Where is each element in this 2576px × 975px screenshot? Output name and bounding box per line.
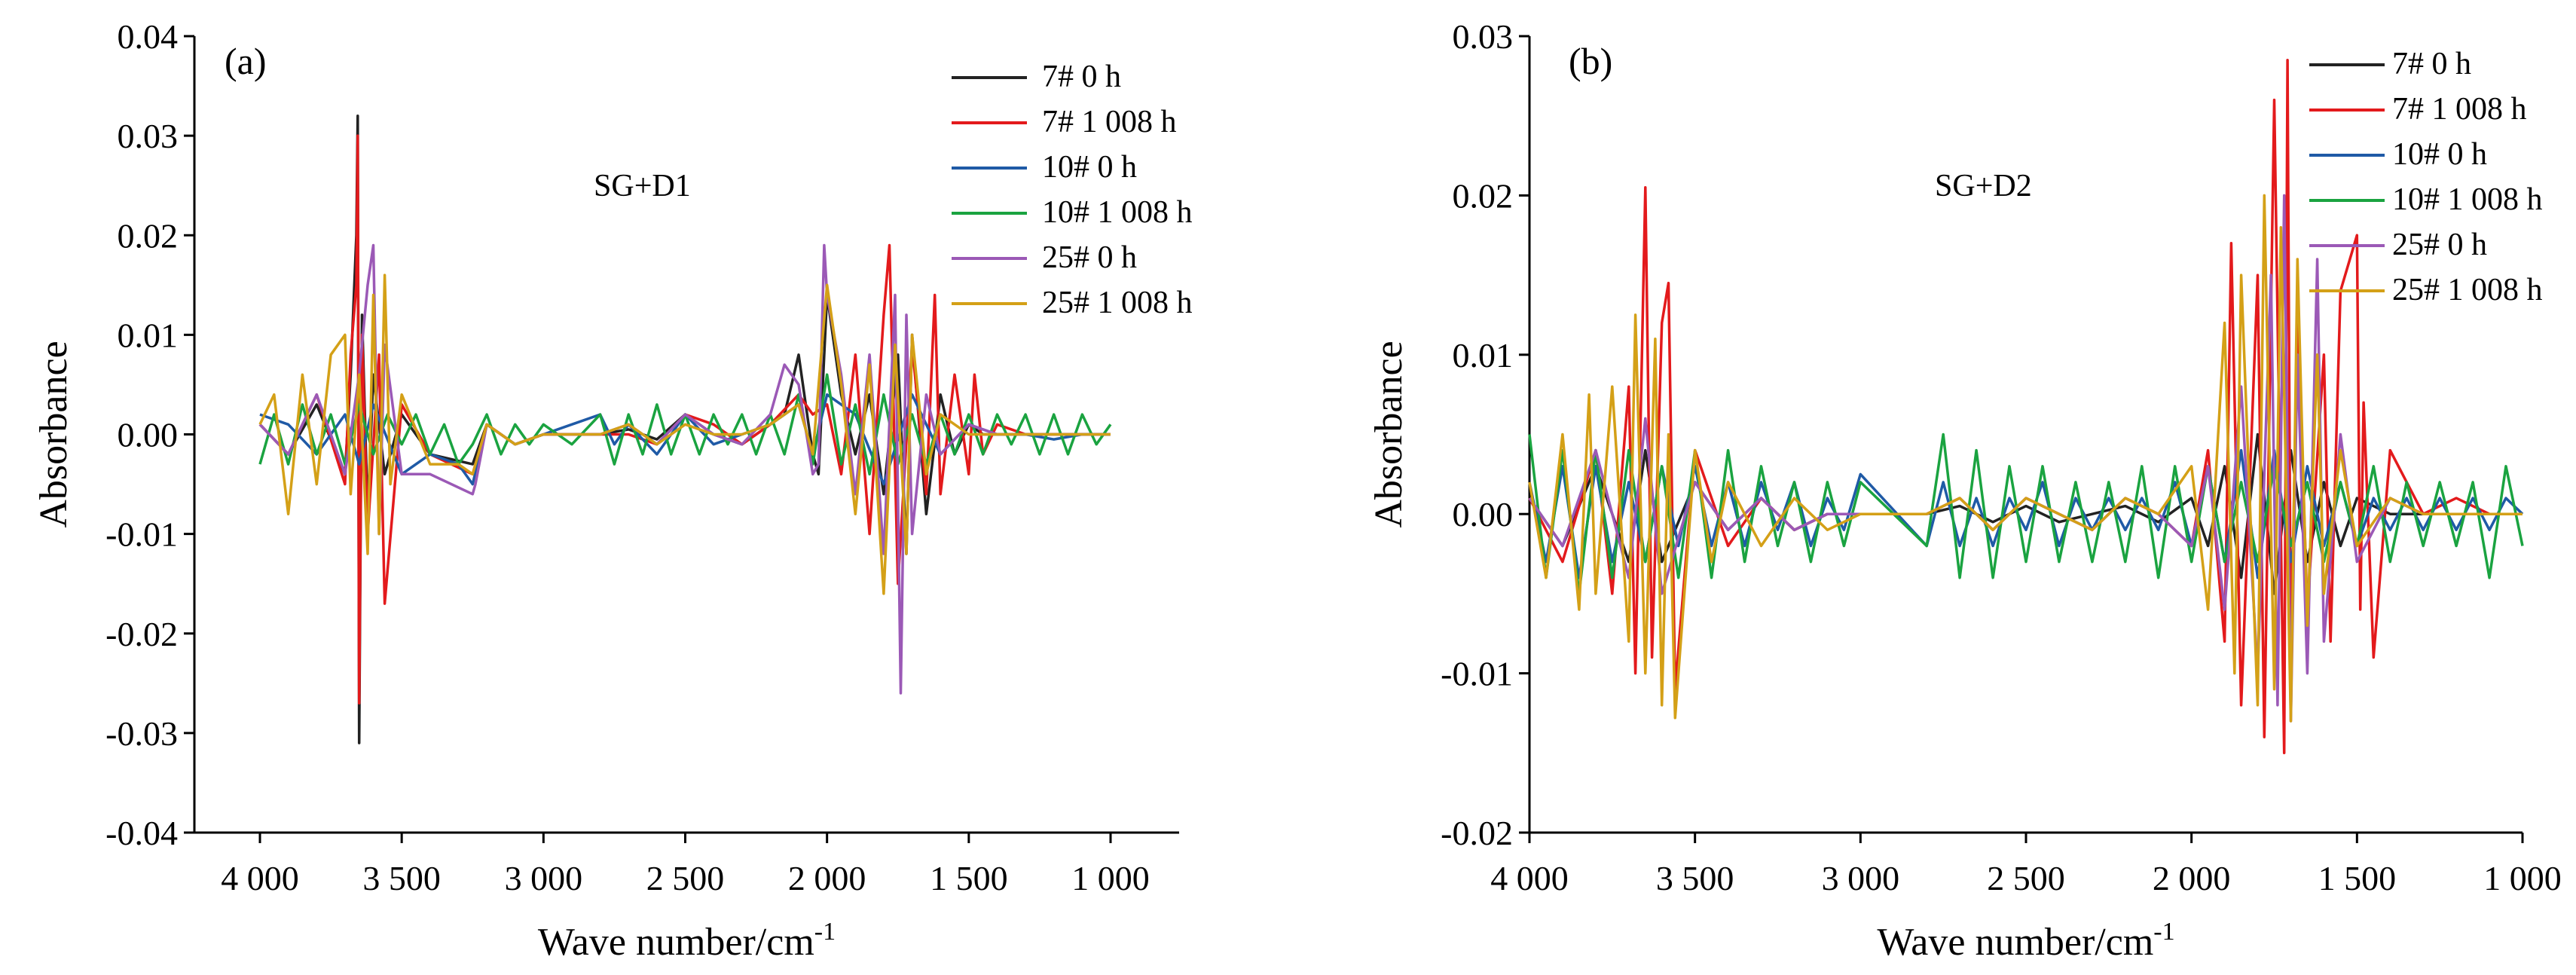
x-axis-title: Wave number/cm-1 bbox=[1877, 918, 2174, 964]
chart-annotation: SG+D1 bbox=[594, 169, 691, 203]
y-tick-label: -0.04 bbox=[105, 814, 178, 852]
y-axis-title: Absorbance bbox=[32, 341, 75, 527]
x-tick-label: 1 500 bbox=[2318, 859, 2397, 897]
series-line-5 bbox=[258, 243, 1111, 695]
x-tick-label: 1 500 bbox=[930, 859, 1008, 897]
y-tick-label: 0.03 bbox=[118, 117, 179, 155]
x-tick-label: 1 000 bbox=[2483, 859, 2562, 897]
y-tick-label: -0.02 bbox=[1441, 814, 1513, 852]
legend-label: 7# 0 h bbox=[1042, 60, 1121, 94]
x-tick-label: 2 000 bbox=[788, 859, 866, 897]
panel-label: (a) bbox=[225, 40, 267, 82]
legend-label: 10# 0 h bbox=[2392, 137, 2487, 172]
y-tick-label: 0.02 bbox=[1453, 176, 1514, 215]
legend-label: 10# 0 h bbox=[1042, 150, 1137, 185]
legend-label: 10# 1 008 h bbox=[2392, 182, 2543, 217]
x-tick-label: 3 000 bbox=[1822, 859, 1900, 897]
chart-panel-b: -0.02 -0.01 0.00 0.01 0.02 0.03 4 000 3 500 3 00… bbox=[1367, 17, 2562, 964]
y-tick-label: -0.01 bbox=[105, 515, 178, 554]
x-tick-label: 4 000 bbox=[221, 859, 299, 897]
x-tick-label: 3 500 bbox=[1656, 859, 1734, 897]
x-tick-label: 4 000 bbox=[1490, 859, 1569, 897]
legend-label: 25# 0 h bbox=[2392, 228, 2487, 262]
y-tick-label: -0.01 bbox=[1441, 655, 1513, 693]
legend-label: 7# 1 008 h bbox=[1042, 105, 1177, 139]
x-axis-title-text: Wave number/cm bbox=[538, 921, 814, 964]
x-tick-label: 3 500 bbox=[362, 859, 441, 897]
y-tick-label: -0.03 bbox=[105, 714, 178, 753]
y-tick-label: 0.00 bbox=[1453, 495, 1514, 533]
y-tick-label: -0.02 bbox=[105, 615, 178, 653]
legend-label: 7# 0 h bbox=[2392, 47, 2471, 81]
legend-label: 25# 1 008 h bbox=[2392, 273, 2543, 307]
series-line-6 bbox=[1528, 194, 2523, 723]
y-tick-label: 0.02 bbox=[118, 216, 179, 255]
series-line-6 bbox=[258, 274, 1111, 595]
x-axis-title-superscript: -1 bbox=[814, 918, 836, 946]
legend-label: 7# 1 008 h bbox=[2392, 92, 2527, 127]
series-line-2 bbox=[1528, 58, 2523, 755]
x-tick-label: 1 000 bbox=[1071, 859, 1150, 897]
y-tick-label: 0.00 bbox=[118, 416, 179, 454]
x-tick-label: 3 000 bbox=[505, 859, 583, 897]
x-tick-label: 2 000 bbox=[2153, 859, 2231, 897]
series-line-4 bbox=[1528, 432, 2524, 595]
y-tick-label: 0.04 bbox=[118, 17, 179, 56]
chart-annotation: SG+D2 bbox=[1935, 169, 2032, 203]
x-axis-title-superscript: -1 bbox=[2153, 918, 2174, 946]
legend-label: 25# 0 h bbox=[1042, 240, 1137, 275]
y-tick-label: 0.01 bbox=[118, 316, 179, 354]
x-axis-title-text: Wave number/cm bbox=[1877, 921, 2153, 964]
legend-label: 25# 1 008 h bbox=[1042, 286, 1193, 320]
y-axis-title: Absorbance bbox=[1367, 341, 1410, 527]
x-axis-title: Wave number/cm-1 bbox=[538, 918, 836, 964]
panel-label: (b) bbox=[1569, 40, 1612, 82]
chart-panel-a: -0.04 -0.03 -0.02 -0.01 0.00 0.01 0.02 0.03 0.04… bbox=[32, 17, 1193, 964]
y-tick-label: 0.03 bbox=[1453, 17, 1514, 56]
x-tick-label: 2 500 bbox=[646, 859, 725, 897]
legend-label: 10# 1 008 h bbox=[1042, 195, 1193, 230]
series-line-5 bbox=[1528, 194, 2523, 723]
y-tick-label: 0.01 bbox=[1453, 336, 1514, 374]
x-tick-label: 2 500 bbox=[1987, 859, 2065, 897]
